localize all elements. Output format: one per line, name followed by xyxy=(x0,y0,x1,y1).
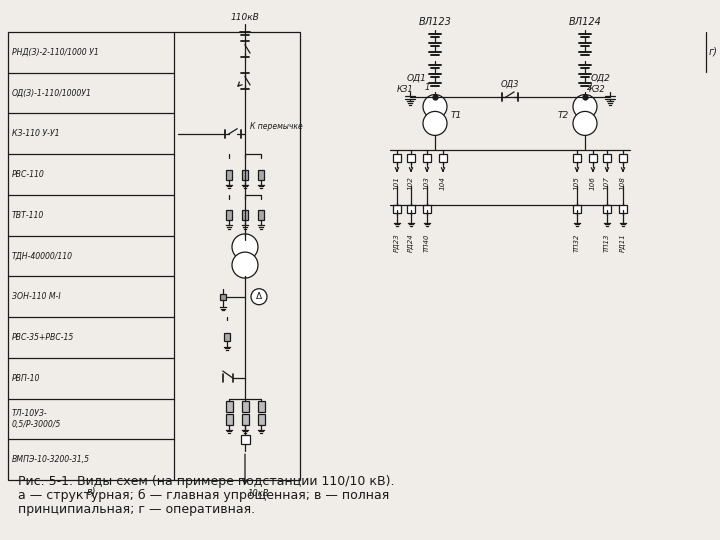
Text: 10кВ: 10кВ xyxy=(248,489,269,498)
Text: РД11: РД11 xyxy=(620,233,626,252)
Bar xyxy=(589,154,597,163)
Circle shape xyxy=(232,234,258,260)
Text: а — структурная; б — главная упрощенная; в — полная: а — структурная; б — главная упрощенная;… xyxy=(18,489,390,502)
Bar xyxy=(258,170,264,179)
Bar xyxy=(423,205,431,213)
Text: РД24: РД24 xyxy=(408,233,414,252)
Text: К перемычке: К перемычке xyxy=(250,122,302,131)
Text: Т1: Т1 xyxy=(451,111,462,119)
Bar xyxy=(240,435,250,444)
Text: Δ: Δ xyxy=(256,292,262,301)
Bar xyxy=(393,205,401,213)
Text: принципиальная; г — оперативная.: принципиальная; г — оперативная. xyxy=(18,503,255,516)
Bar xyxy=(242,170,248,179)
Bar xyxy=(407,154,415,163)
Text: РВС-35+РВС-15: РВС-35+РВС-15 xyxy=(12,333,74,342)
Bar xyxy=(225,401,233,411)
Text: 110кВ: 110кВ xyxy=(230,13,259,22)
Text: 104: 104 xyxy=(440,177,446,190)
Bar xyxy=(439,154,447,163)
Text: 106: 106 xyxy=(590,177,596,190)
Text: ТЛ-10УЗ-
0,5/Р-3000/5: ТЛ-10УЗ- 0,5/Р-3000/5 xyxy=(12,409,61,429)
Text: Т2: Т2 xyxy=(558,111,569,119)
Text: ТП13: ТП13 xyxy=(604,233,610,252)
Text: 107: 107 xyxy=(604,177,610,190)
Text: 2: 2 xyxy=(587,83,593,92)
Bar xyxy=(573,154,581,163)
Bar xyxy=(241,414,248,424)
Bar xyxy=(8,32,300,480)
Text: ТП40: ТП40 xyxy=(424,233,430,252)
Text: 108: 108 xyxy=(620,177,626,190)
Text: ОД1: ОД1 xyxy=(407,73,427,83)
Bar xyxy=(224,334,230,341)
Bar xyxy=(258,414,264,424)
Text: РД23: РД23 xyxy=(394,233,400,252)
Bar xyxy=(226,210,232,220)
Text: 103: 103 xyxy=(424,177,430,190)
Text: ТП32: ТП32 xyxy=(574,233,580,252)
Bar xyxy=(241,401,248,411)
Text: ТДН-40000/110: ТДН-40000/110 xyxy=(12,252,73,260)
Text: ОД3: ОД3 xyxy=(500,80,519,89)
Text: Рис. 5-1. Виды схем (на примере подстанции 110/10 кВ).: Рис. 5-1. Виды схем (на примере подстанц… xyxy=(18,475,395,488)
Text: ОД(З)-1-110/1000У1: ОД(З)-1-110/1000У1 xyxy=(12,89,92,98)
Bar xyxy=(573,205,581,213)
Bar xyxy=(423,154,431,163)
Bar xyxy=(258,210,264,220)
Bar xyxy=(407,205,415,213)
Bar xyxy=(393,154,401,163)
Circle shape xyxy=(251,289,267,305)
Bar xyxy=(619,205,627,213)
Circle shape xyxy=(423,94,447,119)
Text: ЗОН-110 М-I: ЗОН-110 М-I xyxy=(12,292,60,301)
Bar xyxy=(242,210,248,220)
Circle shape xyxy=(573,111,597,136)
Text: РВП-10: РВП-10 xyxy=(12,374,40,383)
Bar xyxy=(603,154,611,163)
Bar xyxy=(220,294,226,300)
Bar xyxy=(603,205,611,213)
Text: ОД2: ОД2 xyxy=(591,73,611,83)
Text: ВЛ123: ВЛ123 xyxy=(418,17,451,27)
Text: г): г) xyxy=(709,47,718,57)
Circle shape xyxy=(573,94,597,119)
Text: 102: 102 xyxy=(408,177,414,190)
Bar xyxy=(226,170,232,179)
Text: РНД(З)-2-110/1000 У1: РНД(З)-2-110/1000 У1 xyxy=(12,48,99,57)
Circle shape xyxy=(232,252,258,278)
Bar xyxy=(225,414,233,424)
Text: в): в) xyxy=(86,487,96,497)
Text: КЗ2: КЗ2 xyxy=(589,85,606,94)
Text: ТВТ-110: ТВТ-110 xyxy=(12,211,44,220)
Text: ВМПЭ-10-3200-31,5: ВМПЭ-10-3200-31,5 xyxy=(12,455,90,464)
Text: 101: 101 xyxy=(394,177,400,190)
Bar xyxy=(258,401,264,411)
Text: ВЛ124: ВЛ124 xyxy=(569,17,601,27)
Text: РВС-110: РВС-110 xyxy=(12,170,45,179)
Bar xyxy=(619,154,627,163)
Circle shape xyxy=(423,111,447,136)
Text: КЗ-110 У-У1: КЗ-110 У-У1 xyxy=(12,129,60,138)
Text: 105: 105 xyxy=(574,177,580,190)
Text: 1: 1 xyxy=(425,83,430,92)
Text: КЗ1: КЗ1 xyxy=(397,85,414,94)
